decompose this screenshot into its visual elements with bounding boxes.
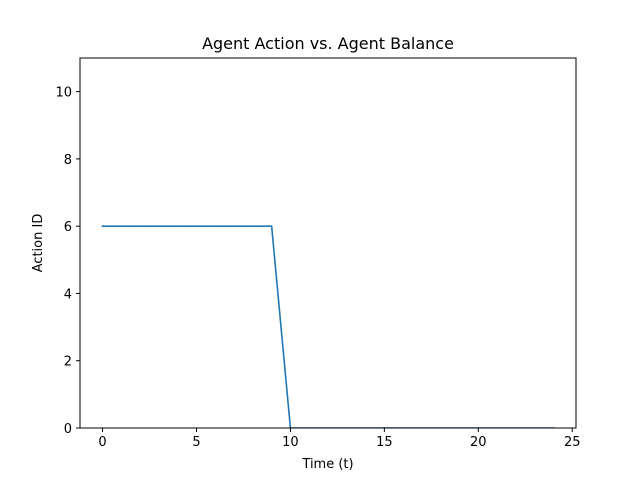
- y-tick-label: 8: [64, 153, 72, 168]
- x-tick-label: 20: [470, 435, 487, 450]
- data-point: [176, 225, 179, 227]
- x-tick-label: 25: [564, 435, 581, 450]
- data-point: [252, 225, 254, 227]
- y-tick-label: 0: [64, 422, 72, 437]
- chart-title: Agent Action vs. Agent Balance: [202, 34, 454, 53]
- data-point: [158, 225, 160, 227]
- y-tick-label: 6: [64, 220, 72, 235]
- plot-area: [79, 57, 577, 429]
- data-point: [139, 225, 141, 227]
- x-tick-label: 15: [376, 435, 393, 450]
- plot-frame: [79, 57, 577, 429]
- y-tick-label: 2: [64, 355, 72, 370]
- data-point: [270, 225, 273, 227]
- y-axis-label: Action ID: [31, 214, 46, 273]
- data-point: [233, 225, 235, 227]
- x-tick-label: 5: [192, 435, 200, 450]
- data-point: [120, 225, 123, 227]
- y-tick-label: 4: [64, 287, 72, 302]
- x-axis: 0 5 10 15 20 25: [98, 428, 581, 450]
- y-axis: 0 2 4 6 8 10: [55, 86, 80, 437]
- data-point: [214, 225, 217, 227]
- x-tick-label: 0: [98, 435, 106, 450]
- data-point: [195, 225, 198, 227]
- data-point: [101, 225, 104, 227]
- x-axis-label: Time (t): [301, 457, 353, 472]
- y-tick-label: 10: [55, 86, 72, 101]
- x-tick-label: 10: [282, 435, 299, 450]
